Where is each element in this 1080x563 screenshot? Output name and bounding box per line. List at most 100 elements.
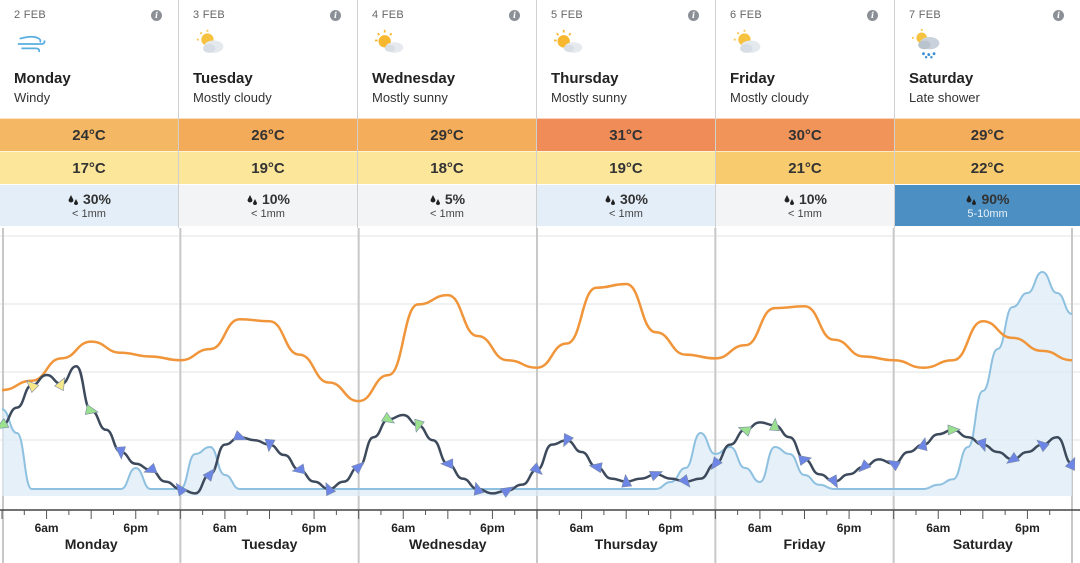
day-column-thursday[interactable]: 5 FEB i Thursday Mostly sunny 31°C 19°C 30% < 1… xyxy=(537,0,716,228)
day-column-friday[interactable]: 6 FEB i Friday Mostly cloudy 30°C 21°C 10% < 1m… xyxy=(716,0,895,228)
rain-amount: 5-10mm xyxy=(967,208,1008,220)
day-name: Thursday xyxy=(551,70,619,87)
tick-label-6pm: 6pm xyxy=(658,521,683,535)
day-column-saturday[interactable]: 7 FEB i Saturday Late shower 29°C 22°C 90% 5-10… xyxy=(895,0,1080,228)
min-temp-cell: 19°C xyxy=(179,151,357,184)
wind-direction-arrow xyxy=(440,458,454,470)
wind-direction-arrow xyxy=(563,433,574,448)
day-date: 2 FEB xyxy=(14,9,47,21)
wind-direction-arrow xyxy=(529,462,543,476)
max-temp-cell: 26°C xyxy=(179,118,357,151)
wind-icon xyxy=(17,35,46,53)
wind-direction-arrow xyxy=(0,418,10,430)
axis-day-label: Thursday xyxy=(595,536,658,552)
axis-day-label: Friday xyxy=(783,536,825,552)
rain-drops-icon xyxy=(966,194,977,205)
rain-drops-icon xyxy=(68,194,78,205)
day-header: 6 FEB i Friday Mostly cloudy xyxy=(716,0,894,118)
rain-amount: < 1mm xyxy=(430,208,464,220)
wind-direction-arrow xyxy=(916,437,928,452)
wind-direction-arrow xyxy=(325,482,337,497)
wind-direction-arrow xyxy=(291,463,306,475)
partly-cloudy-icon xyxy=(733,29,761,53)
day-name: Saturday xyxy=(909,70,974,87)
max-temp-cell: 24°C xyxy=(0,118,178,151)
tick-label-6am: 6am xyxy=(570,521,594,535)
day-header: 5 FEB i Thursday Mostly sunny xyxy=(537,0,715,118)
rain-amount: < 1mm xyxy=(609,208,643,220)
rain-chance: 10% xyxy=(261,191,291,207)
info-icon[interactable]: i xyxy=(867,10,878,21)
rain-amount: < 1mm xyxy=(72,208,106,220)
rain-chance-cell: 10% < 1mm xyxy=(179,184,357,226)
wind-direction-arrow xyxy=(1036,439,1050,453)
wind-direction-arrow xyxy=(710,456,723,471)
day-column-monday[interactable]: 2 FEB i Monday Windy 24°C 17°C 30% < 1mm xyxy=(0,0,179,228)
tick-label-6am: 6am xyxy=(926,521,950,535)
day-description: Late shower xyxy=(909,90,980,105)
max-temp: 30°C xyxy=(788,127,822,144)
day-description: Mostly sunny xyxy=(372,90,448,105)
min-temp: 21°C xyxy=(788,160,822,177)
tick-label-6pm: 6pm xyxy=(837,521,862,535)
wind-direction-arrow xyxy=(886,459,902,472)
tick-label-6am: 6am xyxy=(748,521,772,535)
rain-drops-icon xyxy=(247,194,257,205)
wind-direction-arrow xyxy=(232,430,248,441)
max-temp: 29°C xyxy=(970,127,1005,144)
tick-label-6am: 6am xyxy=(35,521,59,535)
axis-day-label: Monday xyxy=(65,536,118,552)
info-icon[interactable]: i xyxy=(1053,10,1064,21)
tick-label-6pm: 6pm xyxy=(123,521,148,535)
wind-direction-arrow xyxy=(1006,451,1021,464)
day-date: 7 FEB xyxy=(909,9,942,21)
rain-chance: 10% xyxy=(798,191,828,207)
wind-direction-arrow xyxy=(473,481,485,496)
max-temp-cell: 30°C xyxy=(716,118,894,151)
axis-day-label: Saturday xyxy=(953,536,1013,552)
min-temp-cell: 17°C xyxy=(0,151,178,184)
mostly-sunny-icon xyxy=(375,29,404,53)
mostly-sunny-icon xyxy=(554,29,583,53)
day-description: Mostly cloudy xyxy=(730,90,809,105)
tick-label-6am: 6am xyxy=(213,521,237,535)
info-icon[interactable]: i xyxy=(509,10,520,21)
wind-direction-arrow xyxy=(975,437,987,452)
day-header: 4 FEB i Wednesday Mostly sunny xyxy=(358,0,536,118)
rain-chance-cell: 10% < 1mm xyxy=(716,184,894,226)
min-temp-cell: 18°C xyxy=(358,151,536,184)
wind-direction-arrow xyxy=(202,468,215,482)
day-header: 7 FEB i Saturday Late shower xyxy=(895,0,1080,118)
partly-cloudy-icon xyxy=(196,29,224,53)
rain-chance: 30% xyxy=(619,191,649,207)
rain-chance: 30% xyxy=(82,191,112,207)
wind-direction-arrow xyxy=(588,462,603,474)
wind-direction-arrow xyxy=(351,461,365,475)
rain-chance-cell: 90% 5-10mm xyxy=(895,184,1080,226)
info-icon[interactable]: i xyxy=(330,10,341,21)
day-header: 2 FEB i Monday Windy xyxy=(0,0,178,118)
min-temp: 22°C xyxy=(970,160,1005,177)
wind-direction-arrow xyxy=(737,426,752,437)
day-name: Friday xyxy=(730,70,776,87)
info-icon[interactable]: i xyxy=(688,10,699,21)
info-icon[interactable]: i xyxy=(151,10,162,21)
min-temp: 17°C xyxy=(72,160,106,177)
day-date: 4 FEB xyxy=(372,9,405,21)
wind-direction-arrow xyxy=(499,486,514,498)
wind-direction-arrow xyxy=(175,482,188,497)
tick-label-6pm: 6pm xyxy=(480,521,505,535)
wind-direction-arrow xyxy=(678,474,691,488)
wind-direction-arrow xyxy=(768,417,780,432)
tick-label-6pm: 6pm xyxy=(302,521,327,535)
min-temp: 19°C xyxy=(251,160,285,177)
tick-label-6am: 6am xyxy=(391,521,415,535)
day-column-wednesday[interactable]: 4 FEB i Wednesday Mostly sunny 29°C 18°C 5% < 1… xyxy=(358,0,537,228)
wind-direction-arrow xyxy=(1064,456,1076,471)
max-temp-cell: 31°C xyxy=(537,118,715,151)
rain-drops-icon xyxy=(784,194,794,205)
rain-drops-icon xyxy=(430,194,440,205)
min-temp-cell: 21°C xyxy=(716,151,894,184)
day-column-tuesday[interactable]: 3 FEB i Tuesday Mostly cloudy 26°C 19°C 10% < 1… xyxy=(179,0,358,228)
max-temp-cell: 29°C xyxy=(895,118,1080,151)
